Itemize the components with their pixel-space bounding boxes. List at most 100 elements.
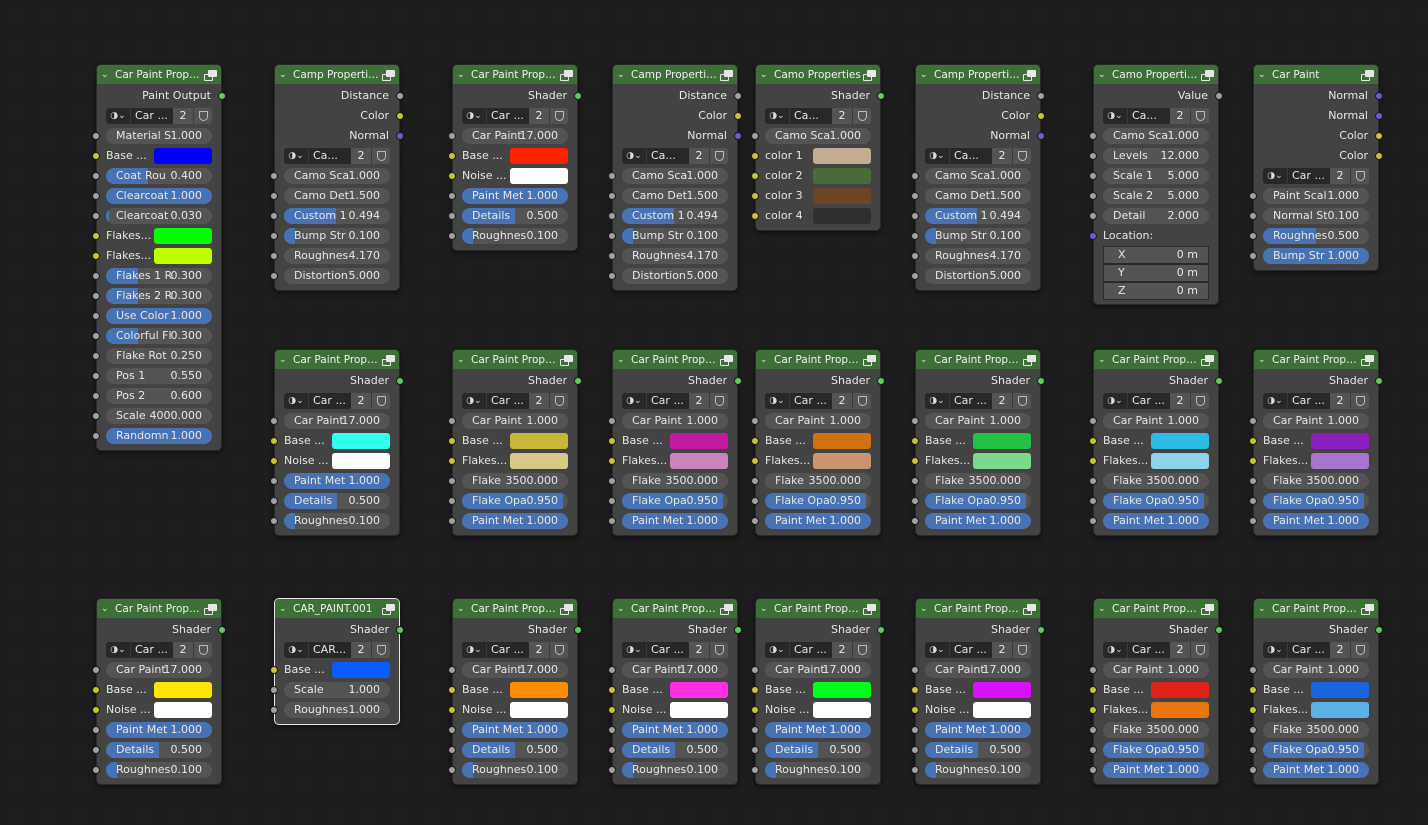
value-slider[interactable]: Paint Met 1.000 bbox=[1103, 513, 1209, 529]
input-socket-icon[interactable] bbox=[608, 417, 616, 425]
input-socket-icon[interactable] bbox=[92, 172, 100, 180]
output-socket-icon[interactable] bbox=[396, 92, 404, 100]
collapse-chevron-icon[interactable]: ⌄ bbox=[760, 354, 768, 365]
value-slider[interactable]: Camo Sca 1.000 bbox=[284, 168, 390, 184]
shader-ball-icon[interactable]: ◑⌄ bbox=[925, 393, 949, 409]
shader-ball-icon[interactable]: ◑⌄ bbox=[1103, 108, 1127, 124]
input-socket-icon[interactable] bbox=[751, 192, 759, 200]
input-socket-icon[interactable] bbox=[608, 726, 616, 734]
collapse-chevron-icon[interactable]: ⌄ bbox=[760, 603, 768, 614]
group-name-field[interactable]: Car ... bbox=[646, 642, 689, 658]
user-count[interactable]: 2 bbox=[529, 642, 549, 658]
input-socket-icon[interactable] bbox=[608, 686, 616, 694]
fake-user-shield-icon[interactable] bbox=[852, 393, 871, 409]
input-socket-icon[interactable] bbox=[448, 232, 456, 240]
value-slider[interactable]: Details 0.500 bbox=[765, 742, 871, 758]
input-socket-icon[interactable] bbox=[92, 766, 100, 774]
input-socket-icon[interactable] bbox=[92, 746, 100, 754]
group-name-field[interactable]: Car ... bbox=[949, 642, 992, 658]
input-socket-icon[interactable] bbox=[1249, 437, 1257, 445]
color-swatch[interactable] bbox=[154, 228, 212, 244]
node-header[interactable]: ⌄ Car Paint Proper... bbox=[613, 350, 737, 369]
color-swatch[interactable] bbox=[332, 662, 390, 678]
value-slider[interactable]: Flake Opa 0.950 bbox=[1103, 742, 1209, 758]
value-slider[interactable]: Car Paint 17.000 bbox=[462, 662, 568, 678]
input-socket-icon[interactable] bbox=[751, 766, 759, 774]
node-group-selector[interactable]: ◑⌄ Ca... 2 bbox=[765, 108, 871, 124]
color-swatch[interactable] bbox=[1311, 433, 1369, 449]
group-name-field[interactable]: Car ... bbox=[308, 393, 351, 409]
input-socket-icon[interactable] bbox=[911, 172, 919, 180]
input-socket-icon[interactable] bbox=[911, 192, 919, 200]
user-count[interactable]: 2 bbox=[1330, 393, 1350, 409]
fake-user-shield-icon[interactable] bbox=[549, 108, 568, 124]
user-count[interactable]: 2 bbox=[529, 108, 549, 124]
value-slider[interactable]: Car Paint 17.000 bbox=[765, 662, 871, 678]
input-socket-icon[interactable] bbox=[1089, 192, 1097, 200]
node-group[interactable]: ⌄ Camo Propertie... Value ◑⌄ Ca... 2 Camo Sca 1… bbox=[1089, 64, 1223, 305]
color-swatch[interactable] bbox=[510, 168, 568, 184]
input-socket-icon[interactable] bbox=[92, 312, 100, 320]
input-socket-icon[interactable] bbox=[448, 666, 456, 674]
output-socket-icon[interactable] bbox=[1215, 377, 1223, 385]
value-slider[interactable]: Distortion 5.000 bbox=[284, 268, 390, 284]
value-slider[interactable]: Car Paint 1.000 bbox=[1263, 662, 1369, 678]
input-socket-icon[interactable] bbox=[911, 517, 919, 525]
input-socket-icon[interactable] bbox=[448, 192, 456, 200]
value-slider[interactable]: Details 0.500 bbox=[462, 742, 568, 758]
input-socket-icon[interactable] bbox=[751, 497, 759, 505]
input-socket-icon[interactable] bbox=[270, 172, 278, 180]
output-socket-icon[interactable] bbox=[396, 377, 404, 385]
input-socket-icon[interactable] bbox=[92, 252, 100, 260]
input-socket-icon[interactable] bbox=[92, 192, 100, 200]
color-swatch[interactable] bbox=[1151, 682, 1209, 698]
input-socket-icon[interactable] bbox=[1089, 726, 1097, 734]
node-group[interactable]: ⌄ Car Paint Proper... Shader ◑⌄ Car ... 2 Car … bbox=[911, 598, 1045, 785]
vector-component-field[interactable]: Z 0 m bbox=[1103, 282, 1209, 300]
value-slider[interactable]: Car Paint 17.000 bbox=[284, 413, 390, 429]
value-slider[interactable]: Car Paint 1.000 bbox=[462, 413, 568, 429]
value-slider[interactable]: Flake Opa 0.950 bbox=[1263, 493, 1369, 509]
fake-user-shield-icon[interactable] bbox=[709, 642, 728, 658]
input-socket-icon[interactable] bbox=[751, 212, 759, 220]
input-socket-icon[interactable] bbox=[751, 477, 759, 485]
value-slider[interactable]: Camo Sca 1.000 bbox=[622, 168, 728, 184]
input-socket-icon[interactable] bbox=[751, 726, 759, 734]
color-swatch[interactable] bbox=[670, 433, 728, 449]
fake-user-shield-icon[interactable] bbox=[1190, 393, 1209, 409]
value-slider[interactable]: Paint Met 1.000 bbox=[622, 722, 728, 738]
color-swatch[interactable] bbox=[973, 453, 1031, 469]
node-header[interactable]: ⌄ Car Paint Proper... bbox=[1094, 350, 1218, 369]
node-header[interactable]: ⌄ Car Paint Proper... bbox=[916, 599, 1040, 618]
value-slider[interactable]: Details 0.500 bbox=[622, 742, 728, 758]
input-socket-icon[interactable] bbox=[448, 212, 456, 220]
value-slider[interactable]: Scale 1 5.000 bbox=[1103, 168, 1209, 184]
node-group[interactable]: ⌄ Car Paint Proper... Shader ◑⌄ Car ... 2 Car … bbox=[1249, 598, 1383, 785]
collapse-chevron-icon[interactable]: ⌄ bbox=[1098, 354, 1106, 365]
output-socket-icon[interactable] bbox=[574, 92, 582, 100]
value-slider[interactable]: Flake 3500.000 bbox=[765, 473, 871, 489]
value-slider[interactable]: Custom 1 0.494 bbox=[622, 208, 728, 224]
input-socket-icon[interactable] bbox=[448, 477, 456, 485]
node-header[interactable]: ⌄ Car Paint Proper... bbox=[1094, 599, 1218, 618]
input-socket-icon[interactable] bbox=[911, 666, 919, 674]
output-socket-icon[interactable] bbox=[574, 626, 582, 634]
value-slider[interactable]: Custom 1 0.494 bbox=[284, 208, 390, 224]
fake-user-shield-icon[interactable] bbox=[371, 642, 390, 658]
node-group-icon[interactable] bbox=[560, 603, 573, 615]
node-header[interactable]: ⌄ Car Paint Proper... bbox=[613, 599, 737, 618]
collapse-chevron-icon[interactable]: ⌄ bbox=[1258, 69, 1266, 80]
user-count[interactable]: 2 bbox=[832, 642, 852, 658]
color-swatch[interactable] bbox=[1311, 453, 1369, 469]
output-socket-icon[interactable] bbox=[1375, 112, 1383, 120]
value-slider[interactable]: Camo Det 1.500 bbox=[622, 188, 728, 204]
node-header[interactable]: ⌄ Camp Properties bbox=[916, 65, 1040, 84]
input-socket-icon[interactable] bbox=[1249, 232, 1257, 240]
shader-ball-icon[interactable]: ◑⌄ bbox=[622, 642, 646, 658]
user-count[interactable]: 2 bbox=[689, 642, 709, 658]
input-socket-icon[interactable] bbox=[270, 517, 278, 525]
value-slider[interactable]: Clearcoat 1.000 bbox=[106, 188, 212, 204]
input-socket-icon[interactable] bbox=[1249, 726, 1257, 734]
collapse-chevron-icon[interactable]: ⌄ bbox=[457, 69, 465, 80]
